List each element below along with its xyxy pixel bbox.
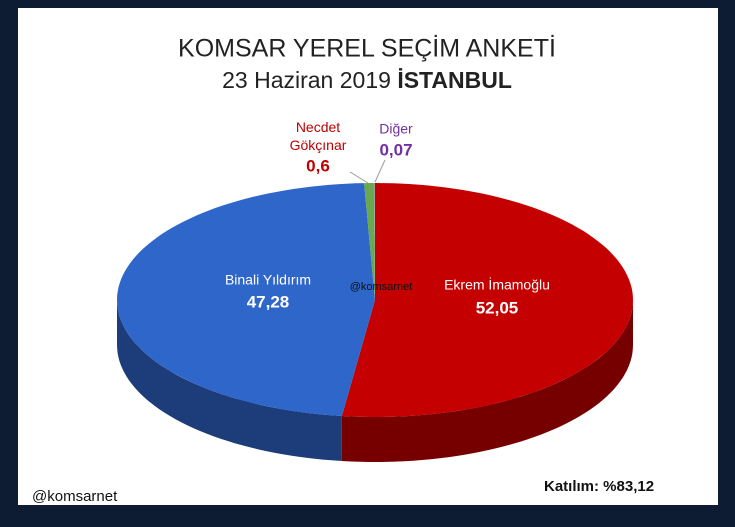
slice-value: 52,05 xyxy=(476,298,519,317)
leader-line xyxy=(374,159,386,183)
slice-label: Ekrem İmamoğlu xyxy=(444,276,550,293)
turnout: Katılım: %83,12 xyxy=(544,478,654,495)
slice-label: Binali Yıldırım xyxy=(225,272,311,288)
chart-subtitle: 23 Haziran 2019 İSTANBUL xyxy=(222,67,512,93)
slice-top xyxy=(117,183,375,416)
slice-top xyxy=(341,183,633,417)
leader-line xyxy=(349,171,369,184)
slice-value: 0,07 xyxy=(379,140,412,159)
slice-top xyxy=(364,183,375,300)
slice xyxy=(117,183,375,461)
subtitle-city: İSTANBUL xyxy=(397,67,512,93)
slice-value: 0,6 xyxy=(306,156,330,175)
slice xyxy=(373,183,375,300)
slice xyxy=(364,183,375,300)
chart-title: KOMSAR YEREL SEÇİM ANKETİ xyxy=(178,34,556,63)
watermark: @komsarnet xyxy=(32,488,118,505)
slice-label: Diğer xyxy=(379,121,413,137)
slice-side xyxy=(117,300,342,461)
slice-side xyxy=(341,300,633,462)
slice xyxy=(341,183,633,462)
watermark: @komsarnet xyxy=(350,281,413,293)
subtitle-date: 23 Haziran 2019 xyxy=(222,67,391,93)
slice-top xyxy=(373,183,375,300)
slice-label: Necdet Gökçınar xyxy=(290,119,347,153)
slice-value: 47,28 xyxy=(247,292,290,311)
